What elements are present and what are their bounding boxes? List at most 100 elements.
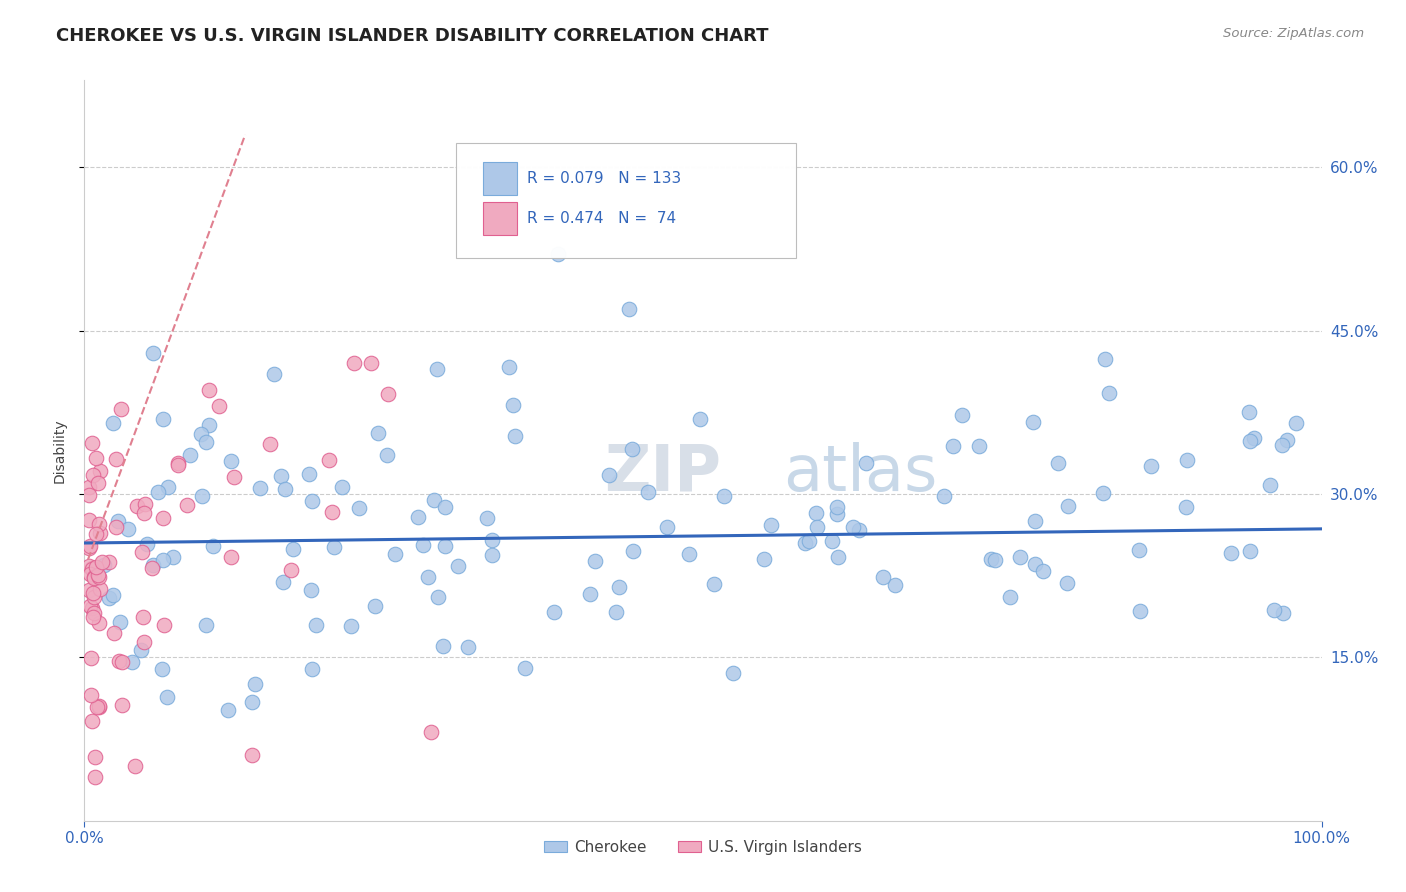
Point <box>190 426 212 441</box>
Point <box>1263 603 1285 617</box>
Point <box>621 544 644 558</box>
Point <box>321 505 343 519</box>
Point <box>1258 478 1281 492</box>
Point <box>108 654 131 668</box>
Point <box>827 550 849 565</box>
Point <box>101 588 124 602</box>
Bar <box>482 162 517 195</box>
Point <box>146 485 169 500</box>
Point <box>157 480 180 494</box>
Point <box>821 534 844 549</box>
Point <box>475 511 498 525</box>
FancyBboxPatch shape <box>456 144 796 258</box>
Point <box>93 558 115 573</box>
Point <box>77 583 100 598</box>
Point <box>79 599 101 613</box>
Point <box>240 695 263 709</box>
Point <box>202 539 225 553</box>
Point <box>367 425 389 440</box>
Point <box>110 402 132 417</box>
Legend: Cherokee, U.S. Virgin Islanders: Cherokee, U.S. Virgin Islanders <box>538 834 868 861</box>
Point <box>1277 433 1299 447</box>
Point <box>77 512 100 526</box>
Point <box>752 552 775 566</box>
Point <box>384 547 406 561</box>
Point <box>79 688 101 702</box>
Point <box>103 626 125 640</box>
Point <box>194 434 217 449</box>
Point <box>447 559 470 574</box>
Point <box>77 541 100 555</box>
Point <box>80 714 103 728</box>
Point <box>848 523 870 537</box>
Point <box>129 643 152 657</box>
Point <box>1175 453 1198 467</box>
Point <box>86 476 108 491</box>
Point <box>84 559 107 574</box>
Point <box>794 536 817 550</box>
Point <box>249 481 271 495</box>
Point <box>318 453 340 467</box>
Point <box>1219 546 1241 560</box>
Point <box>1243 431 1265 445</box>
Point <box>806 506 828 520</box>
Point <box>1272 606 1295 620</box>
Point <box>135 537 157 551</box>
Point <box>301 493 323 508</box>
Point <box>89 570 111 584</box>
Point <box>83 770 105 784</box>
Point <box>598 468 620 483</box>
Point <box>131 545 153 559</box>
Point <box>1000 590 1022 604</box>
Point <box>330 480 353 494</box>
Point <box>90 555 112 569</box>
Point <box>77 559 100 574</box>
Point <box>1129 604 1152 618</box>
Point <box>797 534 820 549</box>
Point <box>942 439 965 453</box>
Point <box>82 435 104 450</box>
Text: ZIP: ZIP <box>605 442 721 504</box>
Point <box>240 748 263 763</box>
Point <box>134 497 156 511</box>
Point <box>806 520 828 534</box>
Point <box>190 490 212 504</box>
Point <box>1024 557 1046 571</box>
Point <box>498 360 520 375</box>
Point <box>86 700 108 714</box>
Point <box>481 533 503 547</box>
Point <box>132 506 155 520</box>
Point <box>1046 456 1069 470</box>
Point <box>360 356 382 370</box>
Text: R = 0.079   N = 133: R = 0.079 N = 133 <box>527 171 682 186</box>
Point <box>967 438 990 452</box>
Point <box>89 465 111 479</box>
Point <box>263 368 285 382</box>
Point <box>1098 386 1121 401</box>
Point <box>208 399 231 413</box>
Point <box>1239 434 1261 448</box>
Point <box>883 578 905 592</box>
Point <box>637 485 659 500</box>
Point <box>86 567 108 582</box>
Point <box>426 591 449 605</box>
Point <box>301 662 323 676</box>
Text: Source: ZipAtlas.com: Source: ZipAtlas.com <box>1223 27 1364 40</box>
Point <box>1271 437 1294 451</box>
Point <box>176 499 198 513</box>
Point <box>607 580 630 594</box>
Point <box>841 519 863 533</box>
Point <box>179 448 201 462</box>
Point <box>433 539 456 553</box>
Point <box>855 457 877 471</box>
Point <box>142 558 165 572</box>
Point <box>825 500 848 515</box>
Point <box>457 640 479 654</box>
Point <box>82 600 104 615</box>
Point <box>349 501 371 516</box>
Point <box>79 539 101 553</box>
Point <box>872 570 894 584</box>
Point <box>825 507 848 521</box>
Point <box>89 582 111 597</box>
Point <box>343 356 366 370</box>
